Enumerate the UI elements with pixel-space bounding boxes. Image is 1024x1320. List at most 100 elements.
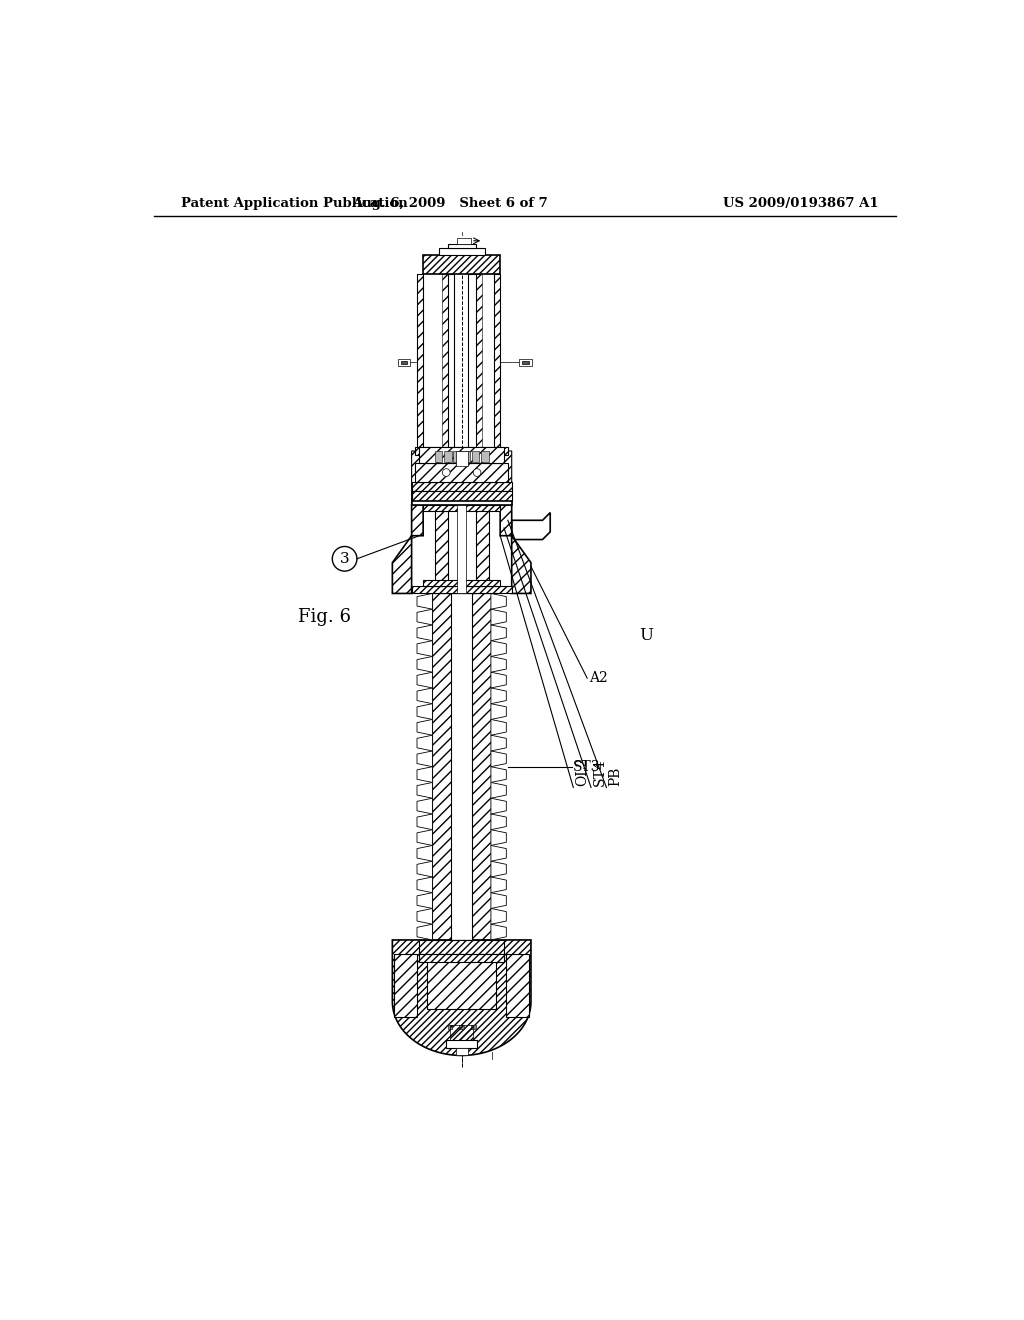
Bar — [456, 451, 468, 466]
Polygon shape — [417, 594, 432, 610]
Polygon shape — [417, 656, 432, 672]
Bar — [451, 1024, 473, 1040]
Bar — [447, 1024, 453, 1028]
Polygon shape — [417, 735, 432, 751]
Bar — [446, 1040, 477, 1048]
Polygon shape — [490, 672, 506, 688]
Bar — [400, 360, 407, 364]
Bar — [412, 586, 512, 594]
Bar — [460, 1024, 464, 1028]
Polygon shape — [490, 908, 506, 924]
Bar — [463, 451, 470, 462]
Polygon shape — [490, 624, 506, 640]
Polygon shape — [500, 451, 512, 506]
Polygon shape — [490, 861, 506, 876]
Bar — [447, 244, 475, 248]
Polygon shape — [417, 640, 432, 656]
Text: Fig. 6: Fig. 6 — [298, 607, 351, 626]
Polygon shape — [417, 751, 432, 767]
Polygon shape — [417, 830, 432, 845]
Bar — [444, 451, 452, 462]
Polygon shape — [417, 924, 432, 940]
Bar — [423, 506, 500, 511]
Bar — [419, 940, 504, 954]
Polygon shape — [392, 506, 423, 594]
Bar — [454, 451, 461, 462]
Polygon shape — [392, 940, 531, 1056]
Polygon shape — [490, 876, 506, 892]
Polygon shape — [490, 767, 506, 783]
Bar — [441, 275, 447, 451]
Bar — [494, 275, 500, 451]
Text: ST3: ST3 — [573, 760, 601, 774]
Polygon shape — [417, 704, 432, 719]
Polygon shape — [490, 814, 506, 830]
Polygon shape — [490, 924, 506, 940]
Bar — [456, 1048, 468, 1056]
Bar — [471, 1024, 475, 1028]
Polygon shape — [490, 594, 506, 610]
Text: U: U — [639, 627, 652, 644]
Bar — [475, 275, 481, 451]
Bar — [451, 594, 472, 940]
Text: ST4: ST4 — [593, 758, 607, 785]
Polygon shape — [490, 688, 506, 704]
Text: 3: 3 — [340, 552, 349, 566]
Polygon shape — [417, 767, 432, 783]
Polygon shape — [412, 451, 423, 506]
Polygon shape — [490, 704, 506, 719]
Polygon shape — [490, 610, 506, 624]
Bar — [416, 447, 508, 455]
Bar — [481, 451, 488, 462]
Bar — [419, 447, 504, 462]
Bar — [427, 940, 497, 1010]
Bar — [447, 275, 454, 451]
Bar — [412, 491, 512, 502]
Polygon shape — [490, 656, 506, 672]
Polygon shape — [490, 783, 506, 799]
Polygon shape — [417, 624, 432, 640]
Polygon shape — [417, 892, 432, 908]
Polygon shape — [490, 751, 506, 767]
Text: PB: PB — [608, 767, 623, 785]
Bar — [457, 506, 466, 594]
Bar — [438, 248, 484, 255]
Bar — [432, 594, 490, 940]
Polygon shape — [490, 799, 506, 814]
Polygon shape — [417, 719, 432, 735]
Bar — [447, 506, 475, 594]
Bar — [417, 275, 423, 451]
Bar — [416, 462, 508, 482]
Bar — [468, 275, 475, 451]
Polygon shape — [417, 672, 432, 688]
Bar — [519, 359, 531, 366]
Bar — [472, 451, 479, 462]
Polygon shape — [417, 610, 432, 624]
Polygon shape — [490, 830, 506, 845]
Polygon shape — [417, 688, 432, 704]
Polygon shape — [417, 799, 432, 814]
Bar — [423, 579, 500, 586]
Bar — [394, 954, 417, 1016]
Bar — [412, 502, 512, 506]
Polygon shape — [417, 861, 432, 876]
Polygon shape — [417, 908, 432, 924]
Text: OL2: OL2 — [574, 756, 589, 785]
Polygon shape — [417, 783, 432, 799]
Text: Aug. 6, 2009   Sheet 6 of 7: Aug. 6, 2009 Sheet 6 of 7 — [352, 197, 548, 210]
Bar — [435, 451, 442, 462]
Bar — [457, 238, 471, 244]
Polygon shape — [490, 735, 506, 751]
Text: A2: A2 — [589, 671, 607, 685]
Circle shape — [442, 469, 451, 477]
Polygon shape — [417, 814, 432, 830]
Polygon shape — [417, 876, 432, 892]
Polygon shape — [417, 845, 432, 861]
Polygon shape — [490, 845, 506, 861]
Bar — [423, 255, 500, 275]
Polygon shape — [512, 512, 550, 540]
Polygon shape — [500, 506, 531, 594]
Text: US 2009/0193867 A1: US 2009/0193867 A1 — [723, 197, 879, 210]
Polygon shape — [490, 719, 506, 735]
Bar — [397, 359, 410, 366]
